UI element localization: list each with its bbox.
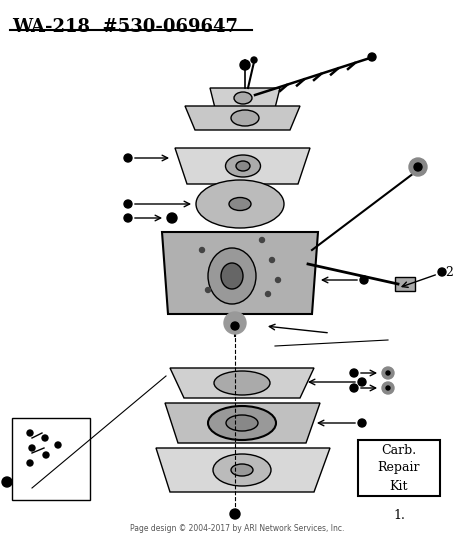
- Polygon shape: [175, 148, 310, 184]
- Circle shape: [358, 419, 366, 427]
- Circle shape: [240, 60, 250, 70]
- Circle shape: [368, 53, 376, 61]
- Circle shape: [224, 312, 246, 334]
- Circle shape: [29, 445, 35, 451]
- Ellipse shape: [214, 371, 270, 395]
- Polygon shape: [185, 106, 300, 130]
- Circle shape: [414, 163, 422, 171]
- Circle shape: [382, 367, 394, 379]
- Circle shape: [386, 386, 390, 390]
- Ellipse shape: [208, 406, 276, 440]
- Bar: [358, 440, 440, 496]
- Polygon shape: [165, 403, 320, 443]
- Circle shape: [230, 509, 240, 519]
- Circle shape: [438, 268, 446, 276]
- Circle shape: [43, 452, 49, 458]
- Circle shape: [231, 322, 239, 330]
- Circle shape: [200, 247, 204, 252]
- Circle shape: [167, 213, 177, 223]
- Ellipse shape: [231, 110, 259, 126]
- Text: 1.: 1.: [393, 509, 405, 522]
- Circle shape: [358, 378, 366, 386]
- Ellipse shape: [236, 161, 250, 171]
- Polygon shape: [210, 88, 280, 108]
- Polygon shape: [162, 232, 318, 314]
- Text: Carb.
Repair
Kit: Carb. Repair Kit: [378, 443, 420, 492]
- Circle shape: [386, 371, 390, 375]
- Circle shape: [270, 258, 274, 263]
- Ellipse shape: [196, 180, 284, 228]
- Bar: [12, 418, 90, 500]
- Circle shape: [42, 435, 48, 441]
- Circle shape: [55, 442, 61, 448]
- Text: 2: 2: [445, 265, 453, 279]
- Circle shape: [124, 200, 132, 208]
- Circle shape: [382, 382, 394, 394]
- Circle shape: [27, 430, 33, 436]
- Bar: [395, 277, 415, 291]
- Circle shape: [124, 154, 132, 162]
- Circle shape: [360, 276, 368, 284]
- Circle shape: [275, 278, 281, 282]
- Circle shape: [350, 384, 358, 392]
- Text: WA-218  #530-069647: WA-218 #530-069647: [12, 18, 238, 36]
- Circle shape: [409, 158, 427, 176]
- Text: Page design © 2004-2017 by ARI Network Services, Inc.: Page design © 2004-2017 by ARI Network S…: [130, 524, 344, 533]
- Circle shape: [206, 287, 210, 293]
- Circle shape: [265, 292, 271, 296]
- Polygon shape: [170, 368, 314, 398]
- Ellipse shape: [226, 415, 258, 431]
- Polygon shape: [156, 448, 330, 492]
- Circle shape: [350, 369, 358, 377]
- Circle shape: [27, 460, 33, 466]
- Ellipse shape: [231, 464, 253, 476]
- Circle shape: [124, 214, 132, 222]
- Ellipse shape: [234, 92, 252, 104]
- Ellipse shape: [213, 454, 271, 486]
- Circle shape: [2, 477, 12, 487]
- Circle shape: [259, 237, 264, 243]
- Ellipse shape: [229, 197, 251, 210]
- Circle shape: [251, 57, 257, 63]
- Ellipse shape: [208, 248, 256, 304]
- Ellipse shape: [221, 263, 243, 289]
- Ellipse shape: [226, 155, 261, 177]
